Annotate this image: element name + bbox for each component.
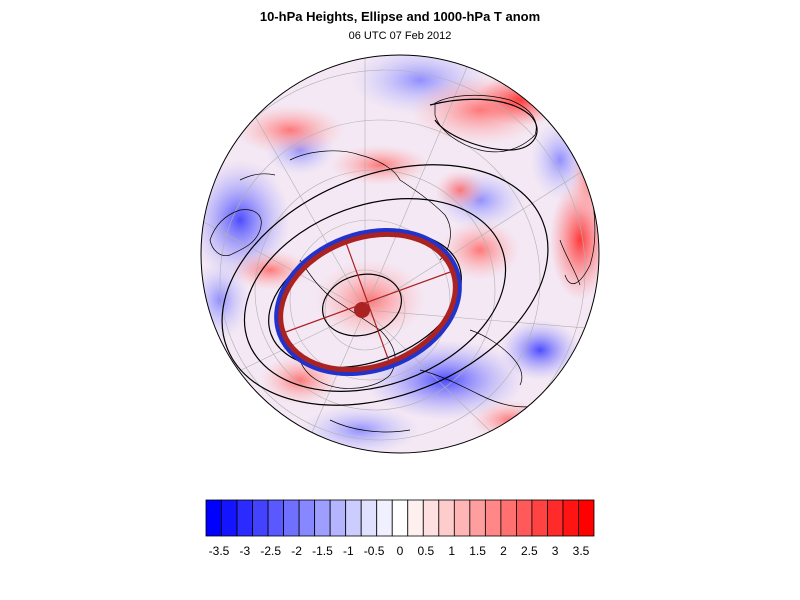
colorbar-tick-label: 0: [396, 544, 404, 558]
colorbar-swatch: [516, 499, 533, 537]
colorbar-swatch: [484, 499, 502, 537]
height-contours: [221, 98, 549, 406]
colorbar-swatch: [283, 499, 300, 537]
polar-map: [200, 54, 600, 454]
colorbar-swatch: [298, 499, 316, 537]
colorbar-swatch: [236, 499, 253, 537]
colorbar-tick-label: 0.5: [417, 544, 435, 558]
colorbar-swatch: [562, 499, 579, 537]
chart-subtitle: 06 UTC 07 Feb 2012: [348, 30, 452, 42]
colorbar-swatch: [422, 499, 440, 537]
colorbar-swatch: [267, 499, 284, 537]
chart-title: 10-hPa Heights, Ellipse and 1000-hPa T a…: [259, 9, 541, 24]
colorbar-tick-label: 3: [551, 544, 559, 558]
colorbar-tick-label: -2: [291, 544, 302, 558]
colorbar-swatch: [329, 499, 347, 537]
colorbar-swatch: [407, 499, 424, 537]
colorbar-tick-label: 1.5: [469, 544, 486, 558]
colorbar-swatch: [345, 499, 362, 537]
colorbar-tick-label: -3: [239, 544, 251, 558]
colorbar-swatch: [376, 499, 393, 537]
colorbar-tick-label: -0.5: [363, 544, 385, 558]
colorbar-tick-label: -1.5: [312, 544, 333, 558]
colorbar-swatch: [453, 499, 471, 537]
colorbar-swatch: [578, 499, 595, 537]
colorbar-tick-label: 2: [500, 544, 507, 558]
colorbar-swatch: [221, 499, 238, 537]
colorbar-tick-label: 2.5: [520, 544, 538, 558]
colorbar-swatch: [531, 499, 548, 537]
colorbar-swatch: [205, 499, 222, 537]
colorbar-swatch: [500, 499, 517, 537]
globe-outline: [200, 54, 600, 454]
colorbar-swatch: [314, 499, 331, 537]
colorbar-tick-label: 1: [448, 544, 456, 558]
colorbar-tick-label: -2.5: [260, 544, 282, 558]
colorbar-tick-label: 3.5: [572, 544, 590, 558]
colorbar-swatch: [360, 499, 378, 537]
colorbar-tick-label: -1: [342, 544, 354, 558]
colorbar-swatch: [391, 499, 409, 537]
vortex-ellipse: [274, 227, 462, 377]
colorbar-swatch: [469, 499, 486, 537]
colorbar-swatch: [438, 499, 455, 537]
colorbar-tick-label: -3.5: [208, 544, 230, 558]
vortex-centroid: [354, 302, 370, 318]
colorbar-swatch: [547, 499, 564, 537]
colorbar-swatch: [252, 499, 269, 537]
